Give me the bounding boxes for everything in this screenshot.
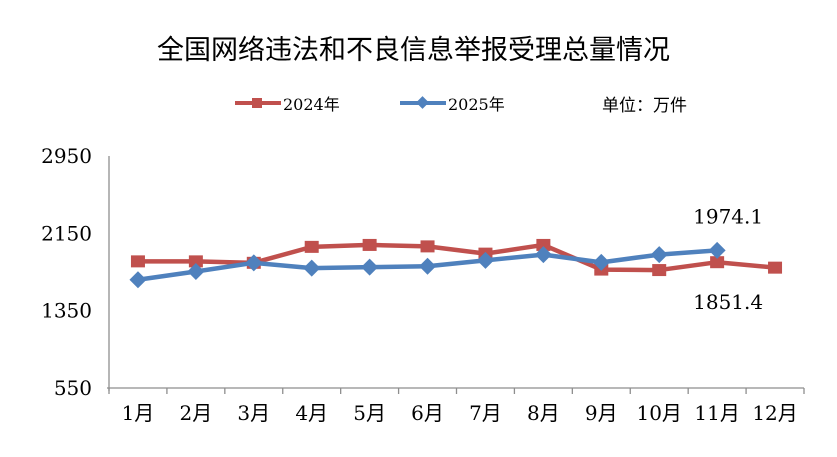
- legend-label-2025: 2025年: [448, 95, 505, 114]
- diamond-marker-icon: [245, 254, 263, 272]
- x-tick-label: 5月: [353, 401, 386, 425]
- diamond-marker-icon: [650, 246, 668, 264]
- y-tick-label: 2950: [41, 144, 92, 168]
- data-label-2025年: 1974.1: [693, 204, 763, 228]
- x-tick-label: 3月: [237, 401, 270, 425]
- square-marker-icon: [710, 256, 725, 269]
- legend-label-2024: 2024年: [283, 95, 340, 114]
- x-tick-label: 4月: [295, 401, 328, 425]
- x-tick-label: 11月: [694, 401, 739, 425]
- legend-line-square-icon: [235, 98, 281, 108]
- x-tick-label: 12月: [752, 401, 797, 425]
- legend-line-diamond-icon: [400, 96, 446, 109]
- legend-item-2024: 2024年: [235, 94, 340, 114]
- y-tick-label: 550: [54, 376, 92, 400]
- diamond-marker-icon: [476, 251, 494, 269]
- square-marker-icon: [420, 240, 435, 253]
- legend-item-2025: 2025年: [400, 94, 505, 114]
- diamond-marker-icon: [187, 263, 205, 281]
- diamond-marker-icon: [592, 253, 610, 271]
- diamond-marker-icon: [129, 271, 147, 289]
- diamond-marker-icon: [534, 246, 552, 264]
- chart-title: 全国网络违法和不良信息举报受理总量情况: [157, 35, 670, 66]
- diamond-marker-icon: [419, 257, 437, 275]
- square-marker-icon: [188, 255, 203, 268]
- diamond-marker-icon: [708, 241, 726, 259]
- x-tick-label: 6月: [411, 401, 444, 425]
- square-marker-icon: [652, 264, 667, 277]
- x-tick-label: 2月: [180, 401, 213, 425]
- data-label-2024年: 1851.4: [693, 290, 763, 314]
- diamond-marker-icon: [303, 259, 321, 277]
- x-tick-label: 1月: [122, 401, 155, 425]
- y-tick-label: 2150: [41, 221, 92, 245]
- square-marker-icon: [304, 240, 319, 253]
- y-tick-label: 1350: [41, 299, 92, 323]
- square-marker-icon: [768, 261, 783, 274]
- square-marker-icon: [130, 255, 145, 268]
- diamond-marker-icon: [361, 258, 379, 276]
- square-marker-icon: [252, 98, 262, 108]
- square-marker-icon: [536, 238, 551, 251]
- unit-label: 单位：万件: [602, 95, 687, 116]
- x-tick-label: 10月: [636, 401, 681, 425]
- x-tick-label: 9月: [585, 401, 618, 425]
- square-marker-icon: [362, 238, 377, 251]
- x-tick-label: 8月: [527, 401, 560, 425]
- x-tick-label: 7月: [469, 401, 502, 425]
